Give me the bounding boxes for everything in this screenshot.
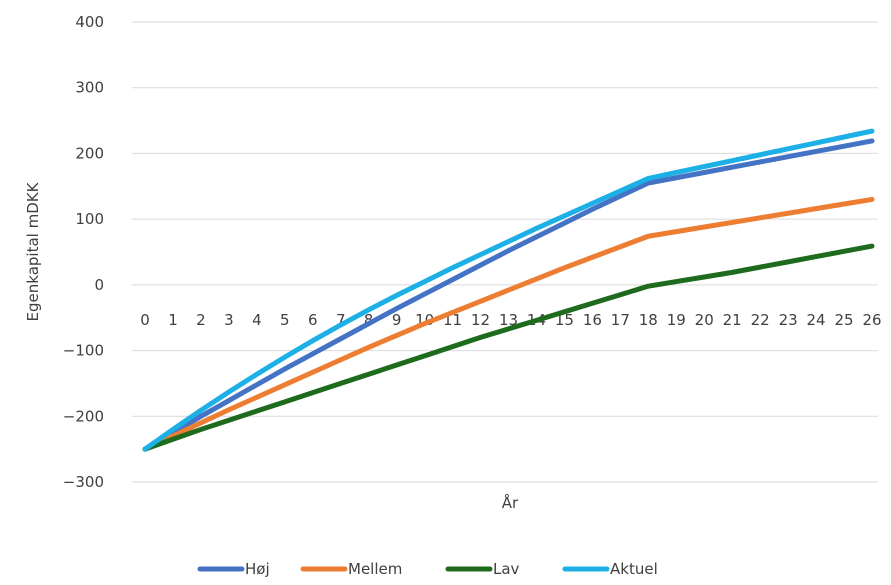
x-tick-label: 5 bbox=[280, 311, 290, 329]
x-tick-label: 2 bbox=[196, 311, 206, 329]
x-tick-label: 25 bbox=[834, 311, 853, 329]
y-tick-label: −100 bbox=[63, 342, 104, 360]
series-line-3 bbox=[142, 128, 875, 452]
legend-label: Mellem bbox=[348, 560, 402, 578]
x-tick-label: 13 bbox=[499, 311, 518, 329]
y-tick-label: 400 bbox=[75, 13, 104, 31]
legend-label: Aktuel bbox=[610, 560, 658, 578]
legend-label: Lav bbox=[493, 560, 520, 578]
x-tick-label: 9 bbox=[392, 311, 402, 329]
x-tick-label: 24 bbox=[807, 311, 826, 329]
x-axis-title: År bbox=[502, 493, 519, 512]
x-tick-label: 12 bbox=[471, 311, 490, 329]
series-line-1 bbox=[142, 196, 875, 452]
x-tick-label: 23 bbox=[779, 311, 798, 329]
x-tick-label: 7 bbox=[336, 311, 346, 329]
y-tick-label: 300 bbox=[75, 79, 104, 97]
y-axis-ticks: −300 −200 −100 0 100 200 300 400 bbox=[63, 13, 104, 491]
y-tick-label: 0 bbox=[94, 276, 104, 294]
x-tick-label: 0 bbox=[140, 311, 150, 329]
legend: Høj Mellem Lav Aktuel bbox=[197, 560, 658, 578]
gridlines bbox=[132, 21, 878, 483]
x-tick-label: 6 bbox=[308, 311, 318, 329]
x-tick-label: 18 bbox=[639, 311, 658, 329]
x-tick-label: 16 bbox=[583, 311, 602, 329]
y-tick-label: −300 bbox=[63, 473, 104, 491]
series-line-0 bbox=[142, 138, 875, 452]
y-axis-title: Egenkapital mDKK bbox=[24, 181, 42, 321]
x-tick-label: 22 bbox=[751, 311, 770, 329]
y-tick-label: −200 bbox=[63, 407, 104, 425]
x-tick-label: 20 bbox=[695, 311, 714, 329]
series-lines bbox=[142, 128, 875, 452]
x-tick-label: 26 bbox=[862, 311, 881, 329]
x-tick-label: 1 bbox=[168, 311, 178, 329]
y-tick-label: 100 bbox=[75, 210, 104, 228]
x-tick-label: 3 bbox=[224, 311, 234, 329]
x-tick-label: 4 bbox=[252, 311, 262, 329]
x-tick-label: 19 bbox=[667, 311, 686, 329]
x-tick-label: 8 bbox=[364, 311, 374, 329]
legend-label: Høj bbox=[245, 560, 270, 578]
x-tick-label: 21 bbox=[723, 311, 742, 329]
series-line-2 bbox=[142, 243, 875, 452]
y-tick-label: 200 bbox=[75, 144, 104, 162]
x-tick-label: 17 bbox=[611, 311, 630, 329]
